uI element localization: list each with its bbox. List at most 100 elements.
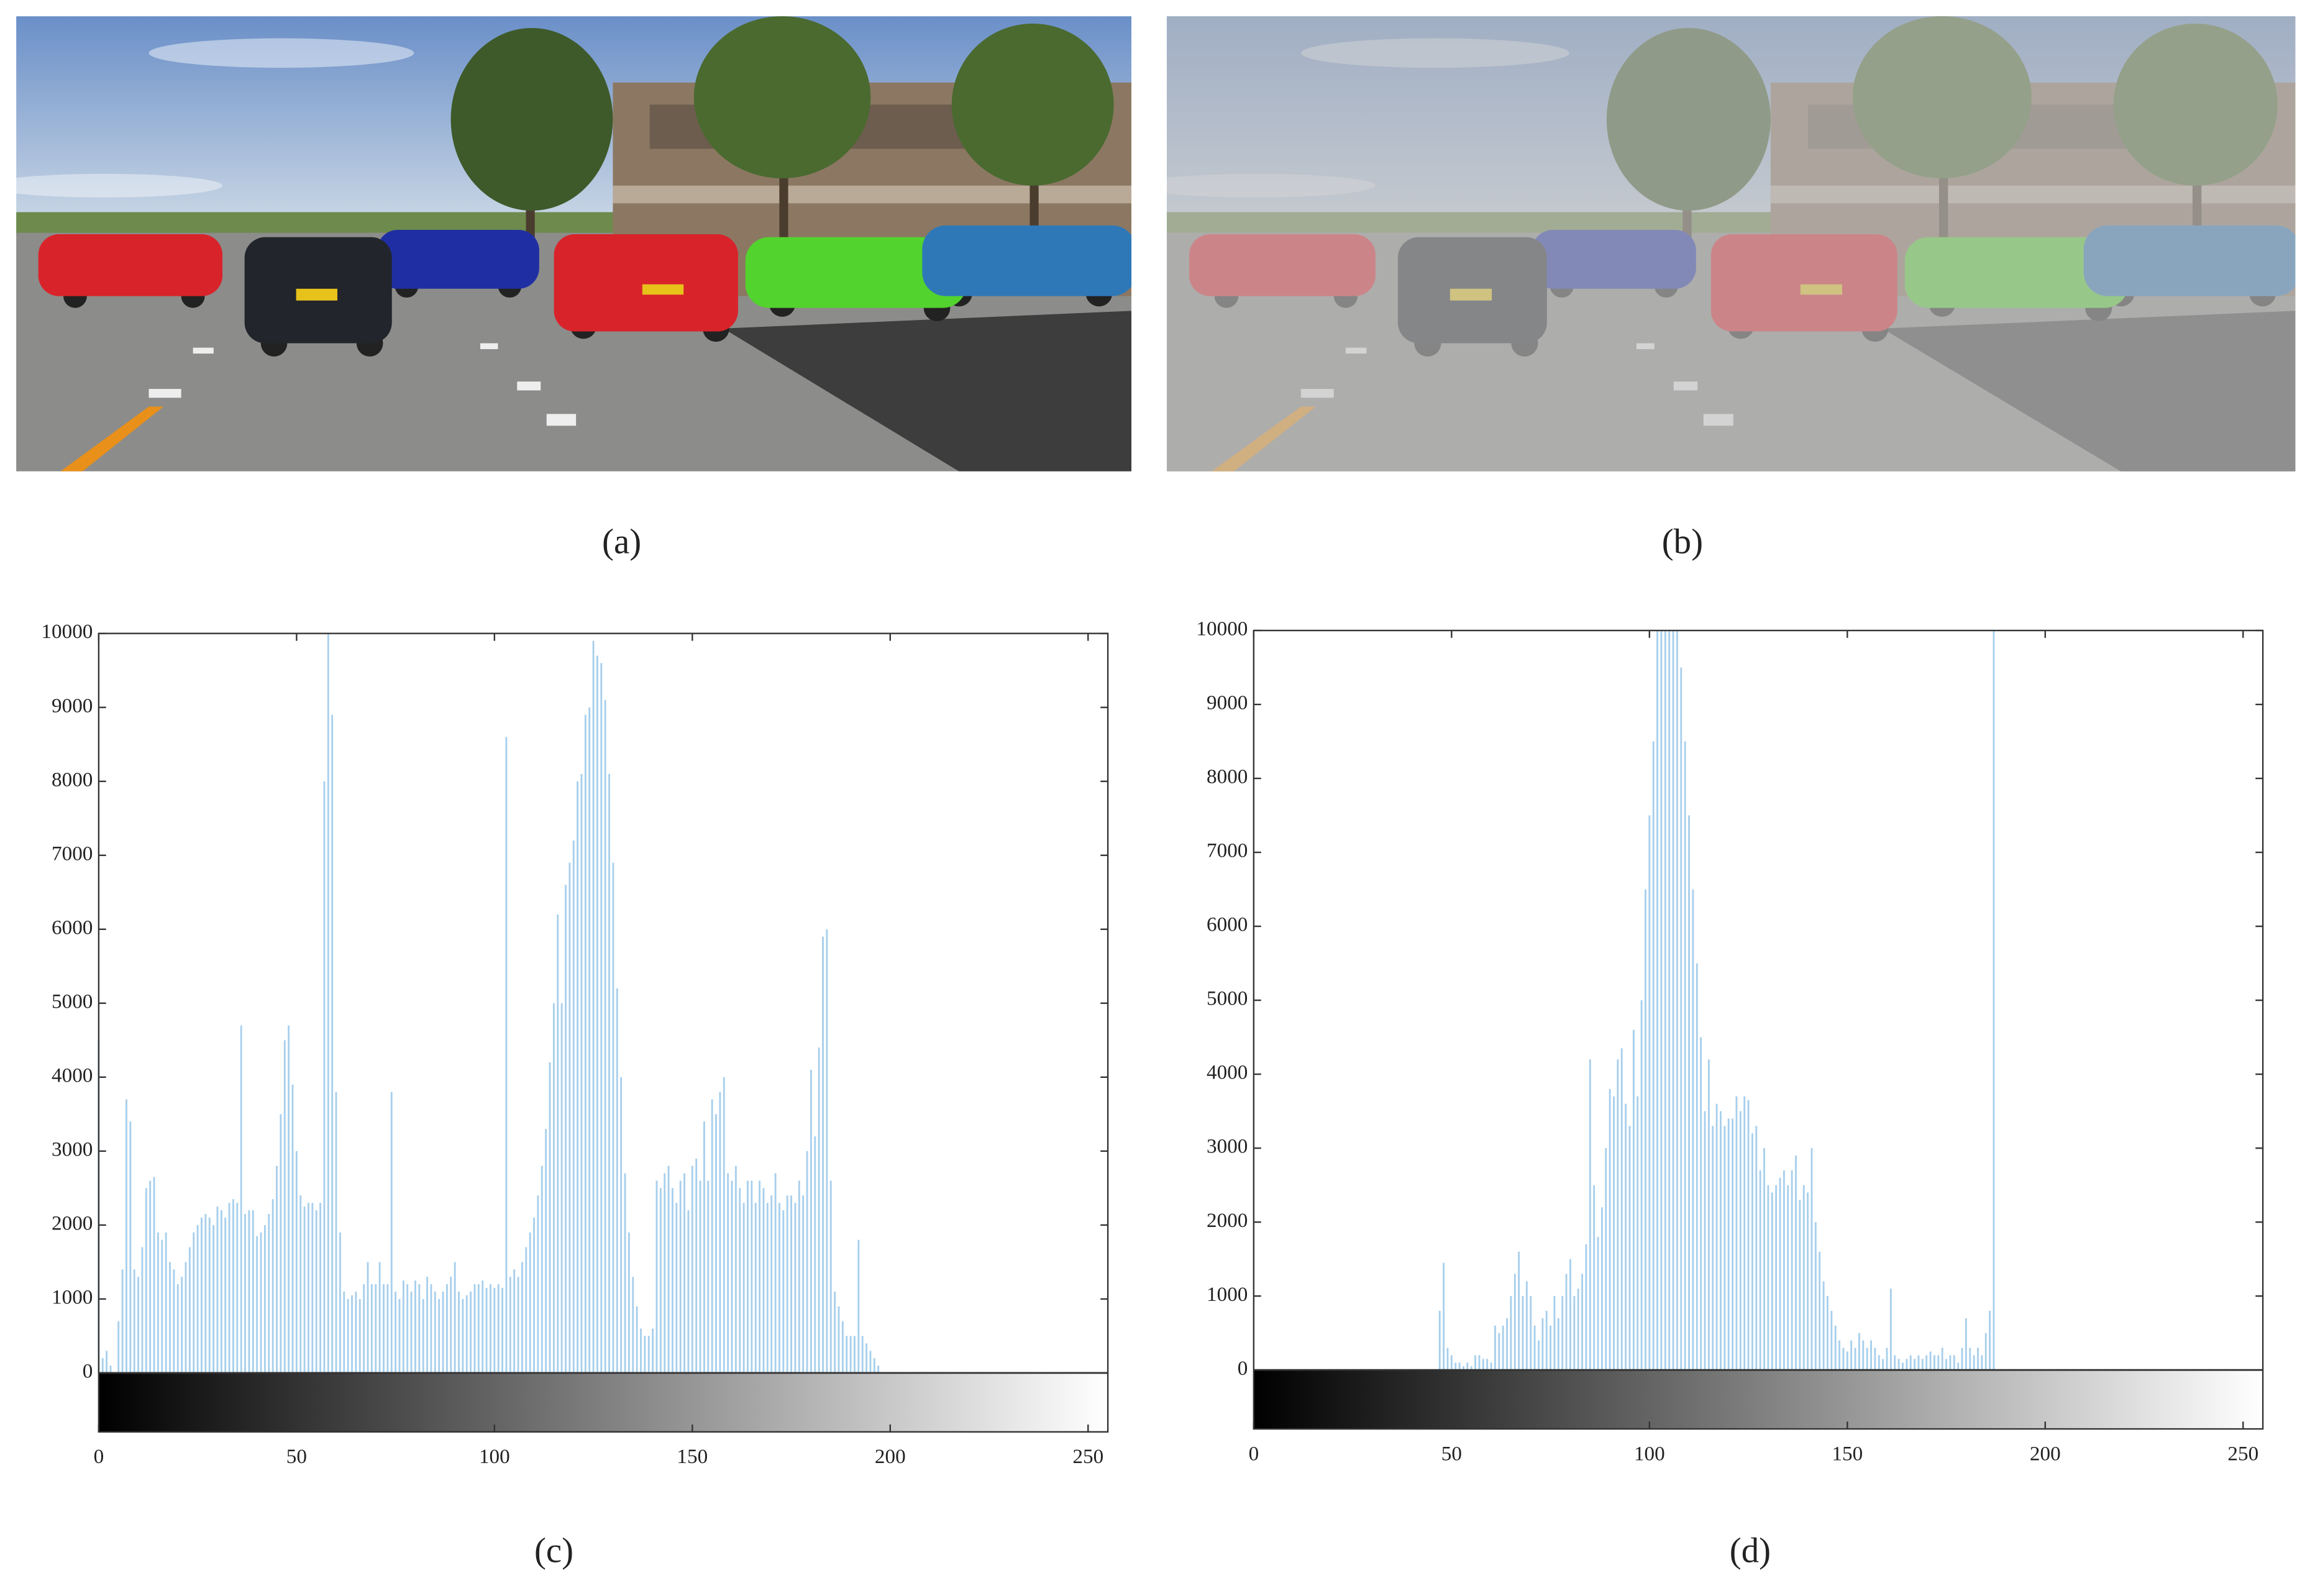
bar [204, 1214, 207, 1373]
bar [655, 1180, 658, 1373]
bar [759, 1180, 761, 1373]
bar [1672, 630, 1674, 1370]
bar [1953, 1355, 1955, 1370]
bar [675, 1203, 678, 1373]
bar [395, 1292, 397, 1373]
bar [109, 1366, 112, 1373]
y-tick-label: 7000 [52, 842, 93, 865]
bar [857, 1239, 860, 1373]
y-tick-label: 3000 [1207, 1135, 1248, 1158]
bar [1605, 1148, 1607, 1370]
bar [509, 1277, 511, 1373]
y-tick-label: 4000 [52, 1064, 93, 1087]
bar [1684, 741, 1686, 1370]
bar [1783, 1170, 1785, 1370]
bar [1842, 1347, 1845, 1370]
bar [240, 1025, 242, 1373]
bar [667, 1165, 670, 1373]
bar [228, 1203, 231, 1373]
bar [1767, 1185, 1769, 1370]
bar [766, 1203, 769, 1373]
bar [390, 1092, 393, 1373]
bar [1862, 1340, 1865, 1370]
bar [865, 1343, 867, 1373]
bar [1628, 1126, 1631, 1370]
bar [375, 1284, 377, 1373]
y-tick-label: 10000 [41, 620, 93, 643]
bar [193, 1232, 195, 1373]
bar [644, 1336, 646, 1373]
x-tick-label: 0 [1249, 1442, 1259, 1465]
bar [1707, 1059, 1710, 1370]
bar [1506, 1318, 1508, 1370]
bar [1533, 1325, 1536, 1370]
bar [1450, 1355, 1453, 1370]
bar [406, 1284, 409, 1373]
bar [1897, 1359, 1900, 1370]
bar [1557, 1318, 1559, 1370]
bar [672, 1188, 673, 1373]
bar [1779, 1177, 1781, 1370]
x-tick-label: 200 [2030, 1442, 2061, 1465]
bar [707, 1180, 710, 1373]
bar [1822, 1281, 1825, 1370]
bar [454, 1262, 456, 1373]
bar [1902, 1362, 1904, 1370]
bar [596, 655, 598, 1373]
bar [422, 1298, 424, 1373]
bar [577, 781, 579, 1373]
y-tick-label: 2000 [1207, 1209, 1248, 1232]
bar [1660, 630, 1663, 1370]
bar [1454, 1362, 1457, 1370]
bar [418, 1284, 421, 1373]
bar [1443, 1262, 1445, 1370]
bar [1870, 1340, 1872, 1370]
bar [1819, 1251, 1821, 1370]
bar [434, 1292, 436, 1373]
bar [169, 1262, 171, 1373]
bar [1937, 1355, 1940, 1370]
bar [806, 1151, 808, 1373]
bar [877, 1366, 880, 1373]
bar [482, 1280, 484, 1373]
bar [216, 1206, 219, 1373]
bar [1791, 1170, 1793, 1370]
bar [1577, 1288, 1579, 1370]
y-tick-label: 1000 [52, 1286, 93, 1309]
bar [1759, 1170, 1761, 1370]
bar [1906, 1359, 1908, 1370]
bar [126, 1099, 127, 1373]
bar [263, 1224, 266, 1373]
bar [1909, 1355, 1912, 1370]
y-tick-label: 8000 [52, 768, 93, 791]
bar [398, 1298, 401, 1373]
bar [565, 885, 567, 1373]
bar [620, 1077, 623, 1373]
bar [1581, 1274, 1583, 1370]
bar [145, 1188, 147, 1373]
bar [1889, 1288, 1892, 1370]
bar [1640, 1000, 1643, 1370]
y-tick-label: 5000 [52, 990, 93, 1013]
bar [1573, 1296, 1576, 1370]
bar [719, 1092, 721, 1373]
caption: (b) [1662, 522, 1703, 561]
bar [1715, 1103, 1718, 1370]
bar [529, 1232, 531, 1373]
bar [1810, 1148, 1813, 1370]
bar [727, 1173, 729, 1373]
bar [798, 1180, 800, 1373]
bar [208, 1217, 211, 1373]
bar [327, 633, 329, 1373]
bar [378, 1262, 381, 1373]
bar [470, 1292, 472, 1373]
bar [616, 988, 618, 1373]
bar [545, 1129, 547, 1373]
bar [161, 1239, 163, 1373]
image-a [0, 16, 1136, 472]
bar [1850, 1340, 1853, 1370]
bar [1814, 1222, 1817, 1370]
bar [1545, 1311, 1548, 1370]
bar [445, 1284, 448, 1373]
bar [1858, 1333, 1860, 1370]
